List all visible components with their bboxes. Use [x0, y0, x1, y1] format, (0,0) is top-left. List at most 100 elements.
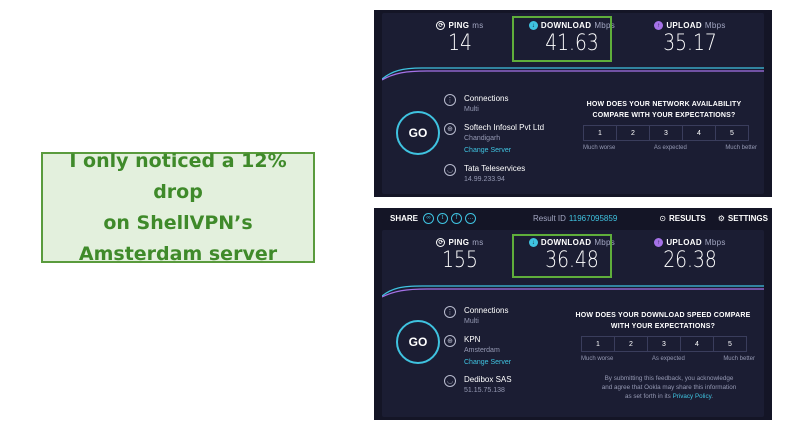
- twitter-icon[interactable]: t: [437, 212, 449, 224]
- change-server-link[interactable]: Change Server: [464, 147, 512, 154]
- upload-arrow-icon: ↑: [654, 238, 664, 247]
- connections-mode: Multi: [464, 106, 479, 113]
- connections-title: Connections: [464, 94, 509, 103]
- rating-option-2[interactable]: 2: [616, 125, 650, 141]
- speedtest-result-area: ⟳ PING ms 14 ↓ DOWNLOAD Mbps 41.63 ↑ UPL…: [382, 13, 764, 194]
- upload-label: UPLOAD: [666, 238, 702, 247]
- rating-option-4[interactable]: 4: [680, 336, 714, 352]
- question-line-1: HOW DOES YOUR DOWNLOAD SPEED COMPARE: [575, 312, 751, 319]
- rating-option-1[interactable]: 1: [581, 336, 615, 352]
- caption-line-1: I only noticed a 12% drop: [69, 149, 287, 203]
- upload-arrow-icon: ↑: [654, 21, 664, 30]
- go-button[interactable]: GO: [396, 111, 440, 155]
- provider-ip: 51.15.75.138: [464, 387, 505, 394]
- go-button[interactable]: GO: [396, 320, 440, 364]
- rating-option-4[interactable]: 4: [682, 125, 716, 141]
- rating-scale: 1 2 3 4 5: [583, 125, 749, 141]
- settings-button[interactable]: ⚙ SETTINGS: [718, 214, 768, 223]
- speed-graph: [382, 285, 764, 298]
- connections-icon: ⋮: [444, 306, 456, 318]
- upload-metric: ↑ UPLOAD Mbps 35.17: [640, 21, 740, 56]
- disclaimer-line-3-prefix: as set forth in its: [624, 393, 671, 400]
- download-metric: ↓ DOWNLOAD Mbps 36.48: [522, 238, 622, 273]
- speed-graph: [382, 67, 764, 81]
- provider-name: Dedibox SAS: [464, 375, 512, 384]
- ping-unit: ms: [472, 21, 484, 30]
- result-id-link[interactable]: 11967095859: [568, 213, 618, 223]
- results-label: RESULTS: [668, 213, 706, 223]
- more-icon[interactable]: …: [465, 212, 477, 224]
- feedback-disclaimer: By submitting this feedback, you acknowl…: [579, 374, 759, 401]
- change-server-link[interactable]: Change Server: [464, 359, 512, 366]
- download-label: DOWNLOAD: [540, 21, 592, 30]
- share-icons: ∞ t f …: [423, 212, 477, 224]
- question-line-2: WITH YOUR EXPECTATIONS?: [610, 323, 716, 330]
- share-label: SHARE: [390, 213, 419, 223]
- disclaimer-line-1: By submitting this feedback, you acknowl…: [604, 375, 734, 382]
- rating-label-low: Much worse: [581, 356, 614, 362]
- ping-unit: ms: [472, 238, 484, 247]
- rating-option-2[interactable]: 2: [614, 336, 648, 352]
- download-value: 41.63: [545, 31, 599, 56]
- rating-option-5[interactable]: 5: [715, 125, 749, 141]
- ping-icon: ⟳: [436, 238, 446, 247]
- results-button[interactable]: ⊙ RESULTS: [659, 214, 705, 223]
- server-city: Amsterdam: [464, 347, 500, 354]
- upload-unit: Mbps: [704, 238, 726, 247]
- question-line-2: COMPARE WITH YOUR EXPECTATIONS?: [592, 112, 736, 119]
- ping-label: PING: [448, 21, 470, 30]
- download-highlight-box: [512, 16, 612, 62]
- caption-line-2: on ShellVPN’s: [103, 211, 253, 234]
- connections-row: ⋮ Connections Multi: [444, 305, 508, 328]
- server-row: ⊕ KPN Amsterdam Change Server: [444, 334, 511, 368]
- rating-option-5[interactable]: 5: [713, 336, 747, 352]
- globe-icon: ⊕: [444, 335, 456, 347]
- speedtest-panel-bottom: SHARE ∞ t f … Result ID 11967095859 ⊙ RE…: [374, 208, 772, 420]
- download-highlight-box: [512, 234, 612, 278]
- rating-label-mid: As expected: [653, 145, 687, 151]
- ping-metric: ⟳ PING ms 155: [410, 238, 510, 273]
- disclaimer-line-2: and agree that Ookla may share this info…: [601, 384, 737, 391]
- server-name: Softech Infosol Pvt Ltd: [464, 123, 545, 132]
- gear-icon: ⚙: [717, 213, 725, 223]
- upload-value: 35.17: [663, 31, 717, 56]
- download-metric: ↓ DOWNLOAD Mbps 41.63: [522, 21, 622, 56]
- download-arrow-icon: ↓: [528, 238, 538, 247]
- server-name: KPN: [464, 335, 481, 344]
- connections-icon: ⋮: [444, 94, 456, 106]
- feedback-question: HOW DOES YOUR DOWNLOAD SPEED COMPARE WIT…: [563, 310, 763, 332]
- provider-row: ◡ Dedibox SAS 51.15.75.138: [444, 374, 512, 397]
- user-icon: ◡: [444, 375, 456, 387]
- result-id-label: Result ID: [533, 213, 566, 223]
- facebook-icon[interactable]: f: [451, 212, 463, 224]
- caption-text: I only noticed a 12% drop on ShellVPN’s …: [43, 146, 313, 270]
- rating-option-3[interactable]: 3: [647, 336, 681, 352]
- rating-option-3[interactable]: 3: [649, 125, 683, 141]
- connections-title: Connections: [464, 306, 509, 315]
- rating-scale-labels: Much worse As expected Much better: [583, 145, 757, 151]
- ping-icon: ⟳: [436, 21, 446, 30]
- upload-label: UPLOAD: [666, 21, 702, 30]
- rating-label-low: Much worse: [583, 145, 616, 151]
- server-row: ⊕ Softech Infosol Pvt Ltd Chandigarh Cha…: [444, 122, 544, 156]
- speedtest-panel-top: ⟳ PING ms 14 ↓ DOWNLOAD Mbps 41.63 ↑ UPL…: [374, 10, 772, 197]
- download-unit: Mbps: [594, 21, 616, 30]
- rating-option-1[interactable]: 1: [583, 125, 617, 141]
- provider-row: ◡ Tata Teleservices 14.99.233.94: [444, 163, 525, 186]
- provider-ip: 14.99.233.94: [464, 176, 505, 183]
- link-icon[interactable]: ∞: [423, 212, 435, 224]
- ping-metric: ⟳ PING ms 14: [410, 21, 510, 56]
- provider-name: Tata Teleservices: [464, 164, 526, 173]
- server-city: Chandigarh: [464, 135, 501, 142]
- ping-value: 155: [442, 248, 478, 273]
- upload-metric: ↑ UPLOAD Mbps 26.38: [640, 238, 740, 273]
- rating-label-high: Much better: [725, 145, 757, 151]
- check-circle-icon: ⊙: [659, 213, 666, 223]
- download-unit: Mbps: [594, 238, 616, 247]
- feedback-question: HOW DOES YOUR NETWORK AVAILABILITY COMPA…: [564, 99, 764, 121]
- privacy-policy-link[interactable]: Privacy Policy: [672, 393, 712, 400]
- rating-label-mid: As expected: [651, 356, 685, 362]
- rating-label-high: Much better: [723, 356, 755, 362]
- speedtest-result-area: ⟳ PING ms 155 ↓ DOWNLOAD Mbps 36.48 ↑ UP…: [382, 230, 764, 417]
- user-icon: ◡: [444, 164, 456, 176]
